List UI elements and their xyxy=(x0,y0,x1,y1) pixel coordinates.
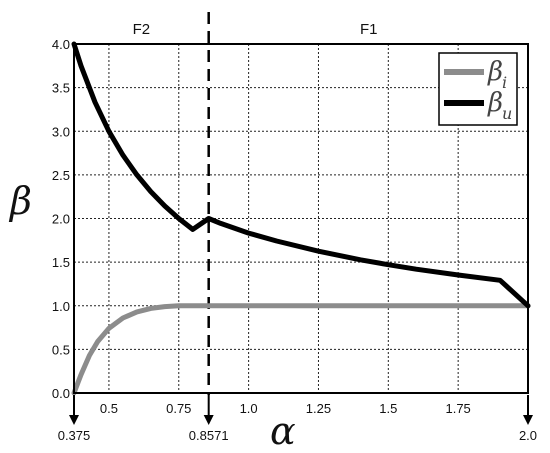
legend-sub-beta-i: i xyxy=(502,73,507,92)
x-tick-label: 1.5 xyxy=(379,401,397,416)
y-axis-label: β xyxy=(8,179,32,223)
y-tick-label: 2.0 xyxy=(52,212,70,227)
y-tick-label: 1.5 xyxy=(52,255,70,270)
legend: β i β u xyxy=(438,52,518,126)
x-arrow-head xyxy=(69,415,79,425)
y-tick-label: 0.5 xyxy=(52,342,70,357)
plot-area xyxy=(73,43,529,394)
x-arrow-head xyxy=(523,415,533,425)
legend-box xyxy=(438,52,518,126)
region-label: F2 xyxy=(133,21,151,38)
x-tick-label: 1.0 xyxy=(240,401,258,416)
x-special-tick-label: 2.0 xyxy=(519,428,537,443)
x-tick-label: 1.25 xyxy=(306,401,331,416)
series-layer xyxy=(71,41,531,396)
x-tick-label: 1.75 xyxy=(445,401,470,416)
x-axis-ticks: 0.5 0.75 1.0 1.25 1.5 1.75 0.375 0.8571 2.0 xyxy=(58,395,537,443)
x-axis-label: α xyxy=(270,409,296,453)
y-axis-ticks: 0.0 0.5 1.0 1.5 2.0 2.5 3.0 3.5 4.0 xyxy=(52,37,70,401)
legend-sub-beta-u: u xyxy=(502,104,512,123)
x-arrow-head xyxy=(203,415,214,425)
region-labels: F2 F1 xyxy=(133,21,378,38)
y-tick-label: 2.5 xyxy=(52,168,70,183)
x-tick-label: 0.75 xyxy=(166,401,191,416)
y-tick-label: 1.0 xyxy=(52,299,70,314)
y-tick-label: 3.0 xyxy=(52,124,70,139)
y-tick-label: 0.0 xyxy=(52,386,70,401)
legend-label-beta-u: β xyxy=(487,88,503,118)
x-tick-label: 0.5 xyxy=(100,401,118,416)
series-line-βi xyxy=(71,303,531,396)
series-line-βu xyxy=(71,41,531,309)
x-special-tick-label: 0.375 xyxy=(58,428,91,443)
x-special-tick-label: 0.8571 xyxy=(189,428,229,443)
legend-label-beta-i: β xyxy=(487,57,503,87)
y-tick-label: 4.0 xyxy=(52,37,70,52)
y-tick-label: 3.5 xyxy=(52,81,70,96)
region-label: F1 xyxy=(360,21,378,38)
